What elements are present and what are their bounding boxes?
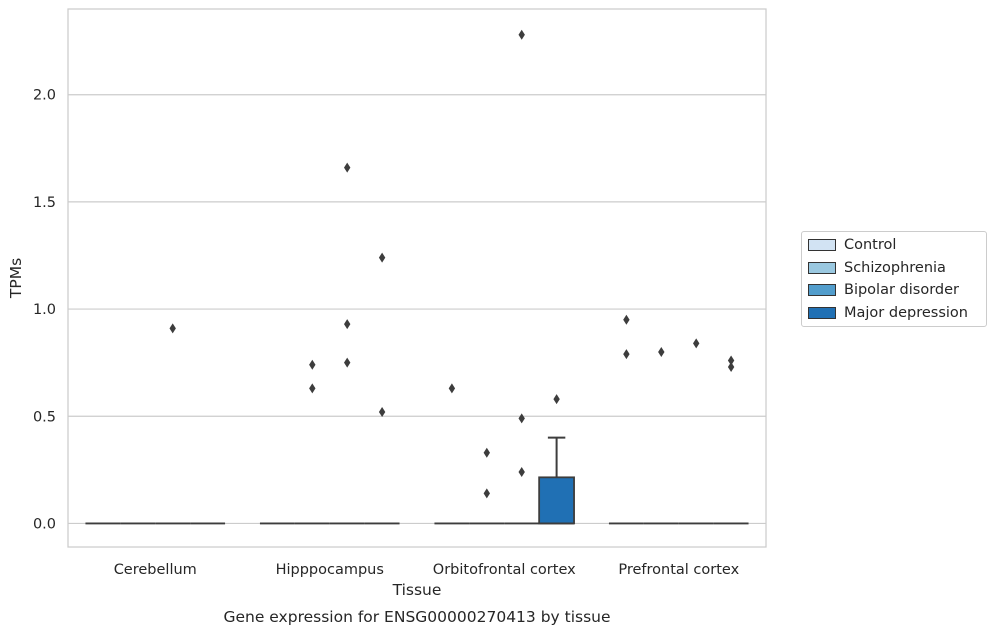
outlier-point bbox=[169, 323, 176, 334]
outlier-point bbox=[344, 162, 351, 173]
legend-label-major-depression: Major depression bbox=[844, 305, 968, 321]
y-tick-label: 0.5 bbox=[33, 409, 56, 425]
x-tick-label: Cerebellum bbox=[114, 562, 197, 578]
outlier-point bbox=[378, 406, 386, 417]
legend-label-schizophrenia: Schizophrenia bbox=[844, 260, 946, 276]
y-tick-labels: 0.0 0.5 1.0 1.5 2.0 bbox=[33, 88, 56, 533]
x-tick-label: Hipppocampus bbox=[276, 562, 384, 578]
outlier-point bbox=[483, 488, 490, 499]
figure-caption: Gene expression for ENSG00000270413 by t… bbox=[223, 608, 610, 626]
y-tick-label: 1.5 bbox=[33, 195, 56, 211]
legend-label-bipolar-disorder: Bipolar disorder bbox=[844, 282, 959, 298]
y-axis-label: TPMs bbox=[7, 258, 25, 299]
outlier-point bbox=[518, 466, 525, 477]
box-plots bbox=[85, 436, 749, 525]
x-tick-label: Orbitofrontal cortex bbox=[433, 562, 576, 578]
legend-swatch-control bbox=[808, 239, 836, 251]
outlier-point bbox=[378, 252, 386, 263]
outlier-point bbox=[518, 29, 525, 40]
outlier-point bbox=[309, 383, 316, 394]
plot-frame bbox=[67, 8, 767, 548]
outlier-point bbox=[727, 361, 735, 372]
outlier-point bbox=[344, 319, 351, 330]
outlier-point bbox=[623, 349, 630, 360]
legend-swatch-major-depression bbox=[808, 307, 836, 319]
outlier-point bbox=[344, 357, 351, 368]
x-tick-labels: Cerebellum Hipppocampus Orbitofrontal cort… bbox=[114, 562, 740, 578]
legend-swatch-bipolar-disorder bbox=[808, 284, 836, 296]
legend-item-major-depression: Major depression bbox=[808, 303, 968, 323]
legend-swatch-schizophrenia bbox=[808, 262, 836, 274]
outlier-point bbox=[693, 338, 700, 349]
outlier-point bbox=[483, 447, 490, 458]
x-tick-label: Prefrontal cortex bbox=[618, 562, 739, 578]
legend-item-control: Control bbox=[808, 235, 896, 255]
outlier-point bbox=[727, 355, 735, 366]
y-tick-label: 2.0 bbox=[33, 88, 56, 104]
outlier-point bbox=[658, 346, 665, 357]
outlier-point bbox=[309, 359, 316, 370]
x-axis-label: Tissue bbox=[392, 581, 442, 599]
outlier-point bbox=[448, 383, 456, 394]
y-tick-label: 0.0 bbox=[33, 516, 56, 532]
grid-lines bbox=[68, 94, 766, 525]
legend-item-schizophrenia: Schizophrenia bbox=[808, 258, 946, 278]
outlier-point bbox=[623, 314, 630, 325]
legend: Control Schizophrenia Bipolar disorder M… bbox=[801, 231, 987, 327]
legend-label-control: Control bbox=[844, 237, 897, 253]
legend-item-bipolar-disorder: Bipolar disorder bbox=[808, 280, 959, 300]
outlier-point bbox=[518, 413, 525, 424]
y-tick-label: 1.0 bbox=[33, 302, 56, 318]
outlier-points bbox=[169, 29, 735, 499]
outlier-point bbox=[553, 394, 560, 405]
box-major-depression-orbitofrontal-cortex bbox=[538, 476, 575, 525]
